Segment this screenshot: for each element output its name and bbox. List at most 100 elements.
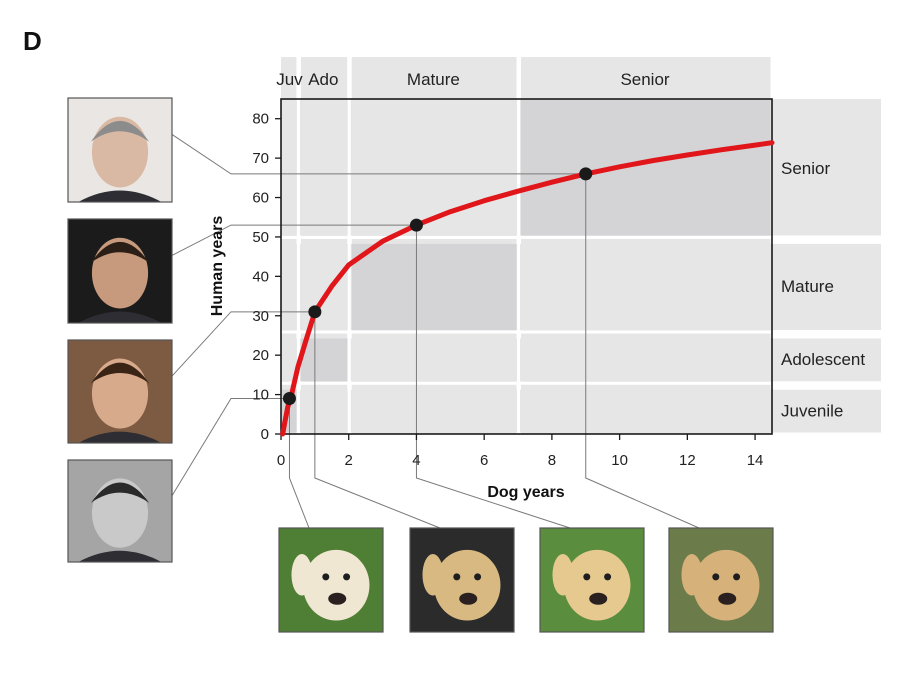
x-tick-label-0: 0	[277, 452, 285, 469]
adult-dog-photo-eye-right	[604, 573, 612, 581]
puppy-photo-eye-right	[343, 573, 351, 581]
adult-dog-photo	[539, 527, 645, 633]
human-connector-2	[171, 224, 417, 256]
band-separator-h-1	[281, 330, 881, 334]
child-photo-frame	[67, 459, 173, 563]
teen-boy-photo	[67, 339, 173, 444]
age-point-2	[409, 218, 423, 232]
adult-man-photo-frame	[67, 218, 173, 324]
young-dog-photo-eye-right	[474, 573, 482, 581]
band-separator-h-0	[281, 381, 881, 385]
human-stage-band-0	[281, 389, 881, 433]
child-photo-shoulders	[78, 550, 162, 562]
overlap-zone-3	[521, 99, 771, 236]
human-stage-band-1	[281, 338, 881, 382]
dog-connector-3	[585, 173, 700, 529]
puppy-photo	[278, 527, 384, 633]
senior-dog-photo-eye-left	[712, 573, 720, 581]
panel-label: D	[23, 26, 42, 56]
older-man-photo-face	[91, 116, 149, 188]
older-man-photo-frame	[67, 97, 173, 203]
y-tick-label-4: 40	[252, 268, 269, 285]
x-tick-label-4: 8	[548, 452, 556, 469]
young-dog-photo-head	[433, 549, 501, 621]
y-tick-label-0: 0	[261, 426, 269, 443]
dog-stage-label-1: Ado	[308, 70, 338, 89]
teen-boy-photo-hair	[90, 362, 150, 384]
human-stage-label-0: Juvenile	[781, 401, 843, 420]
dog-connector-1	[314, 311, 441, 529]
human-connector-0	[171, 398, 290, 496]
adult-dog-photo-eye-left	[583, 573, 591, 581]
adult-dog-photo-head	[563, 549, 631, 621]
age-point-1	[308, 305, 322, 319]
dog-stage-label-3: Senior	[620, 70, 669, 89]
age-points	[282, 167, 593, 406]
child-photo	[67, 459, 173, 563]
teen-boy-photo-frame	[67, 339, 173, 444]
dog-connector-2	[415, 225, 571, 529]
photo-connectors	[171, 133, 700, 529]
human-photos	[67, 97, 173, 563]
age-point-3	[579, 167, 593, 181]
y-tick-label-8: 80	[252, 111, 269, 128]
plot-frame	[280, 98, 773, 435]
band-separator-h-2	[281, 235, 881, 239]
overlap-zone-1	[300, 338, 348, 382]
y-tick-label-5: 50	[252, 229, 269, 246]
puppy-photo-ear	[291, 554, 313, 596]
human-connector-1	[171, 311, 315, 377]
senior-dog-photo-nose	[718, 592, 737, 605]
x-tick-label-2: 4	[412, 452, 420, 469]
y-tick-label-7: 70	[252, 150, 269, 167]
adult-man-photo	[67, 218, 173, 324]
puppy-photo-nose	[328, 592, 347, 605]
adult-man-photo-face	[91, 237, 149, 309]
senior-dog-photo-head	[692, 549, 760, 621]
x-tick-label-3: 6	[480, 452, 488, 469]
x-tick-label-5: 10	[611, 452, 628, 469]
overlap-zone-2	[351, 243, 517, 331]
y-tick-label-1: 10	[252, 387, 269, 404]
senior-dog-photo	[668, 527, 774, 633]
senior-dog-photo-ear	[681, 554, 703, 596]
teen-boy-photo-shoulders	[78, 431, 162, 443]
human-stage-label-3: Senior	[781, 159, 830, 178]
band-separator-v-0	[296, 57, 300, 434]
human-stage-label-2: Mature	[781, 277, 834, 296]
adult-dog-photo-nose	[589, 592, 608, 605]
adult-dog-photo-ear	[552, 554, 574, 596]
puppy-photo-eye-left	[322, 573, 330, 581]
dog-photos	[278, 527, 774, 633]
x-tick-label-7: 14	[747, 452, 764, 469]
axes: 0 2 4 6 8 10 12 14 0 10 20 30 40 50 60 70 80	[252, 111, 763, 469]
senior-dog-photo-eye-right	[733, 573, 741, 581]
older-man-photo-shoulders	[78, 190, 162, 202]
dog-stage-label-0: Juv	[276, 70, 303, 89]
age-point-0	[282, 392, 296, 406]
x-axis-title: Dog years	[487, 484, 564, 501]
age-curve	[280, 140, 775, 437]
child-photo-hair	[90, 482, 150, 503]
young-dog-photo-frame	[409, 527, 515, 633]
dog-connector-0	[288, 398, 310, 529]
x-tick-label-1: 2	[345, 452, 353, 469]
teen-boy-photo-face	[91, 358, 149, 429]
puppy-photo-frame	[278, 527, 384, 633]
older-man-photo	[67, 97, 173, 203]
human-stage-label-1: Adolescent	[781, 350, 865, 369]
x-tick-label-6: 12	[679, 452, 696, 469]
stage-bands	[281, 57, 881, 434]
adult-man-photo-hair	[90, 241, 150, 263]
band-separator-v-2	[517, 57, 521, 434]
y-tick-label-3: 30	[252, 308, 269, 325]
young-dog-photo-nose	[459, 592, 478, 605]
young-dog-photo-eye-left	[453, 573, 461, 581]
senior-dog-photo-frame	[668, 527, 774, 633]
y-tick-label-2: 20	[252, 347, 269, 364]
stage-labels: Juv Ado Mature Senior Juvenile Adolescent Matu…	[276, 70, 865, 420]
band-separator-v-1	[347, 57, 351, 434]
young-dog-photo-ear	[422, 554, 444, 596]
human-connector-3	[171, 133, 586, 175]
